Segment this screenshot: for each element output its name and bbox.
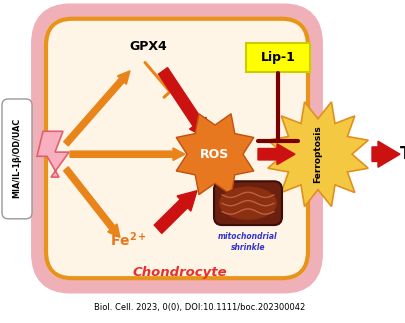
FancyArrow shape <box>70 148 185 161</box>
FancyArrow shape <box>64 71 130 146</box>
Text: mitochondrial
shrinkle: mitochondrial shrinkle <box>217 232 277 252</box>
FancyArrow shape <box>64 167 120 237</box>
Ellipse shape <box>218 186 276 220</box>
Text: TMJOA: TMJOA <box>399 145 405 163</box>
Text: $\mathbf{Fe^{2+}}$: $\mathbf{Fe^{2+}}$ <box>109 230 146 249</box>
Text: MIA/IL-1β/OD/UAC: MIA/IL-1β/OD/UAC <box>13 118 21 199</box>
FancyBboxPatch shape <box>245 43 309 72</box>
FancyArrow shape <box>158 68 207 139</box>
FancyBboxPatch shape <box>213 181 281 225</box>
Text: Biol. Cell. 2023, 0(0), DOI:10.1111/boc.202300042: Biol. Cell. 2023, 0(0), DOI:10.1111/boc.… <box>94 303 305 312</box>
FancyArrow shape <box>257 144 294 165</box>
FancyBboxPatch shape <box>38 10 315 287</box>
Text: Chondrocyte: Chondrocyte <box>132 266 227 279</box>
Polygon shape <box>37 131 69 177</box>
Polygon shape <box>176 114 253 195</box>
FancyBboxPatch shape <box>46 19 307 278</box>
FancyBboxPatch shape <box>2 99 32 219</box>
FancyArrow shape <box>371 141 399 167</box>
Text: GPX4: GPX4 <box>129 40 166 53</box>
Text: Ferroptosis: Ferroptosis <box>313 125 322 183</box>
Text: ROS: ROS <box>200 148 229 161</box>
Polygon shape <box>267 102 367 206</box>
Text: Lip-1: Lip-1 <box>260 51 295 64</box>
FancyArrow shape <box>154 191 196 234</box>
